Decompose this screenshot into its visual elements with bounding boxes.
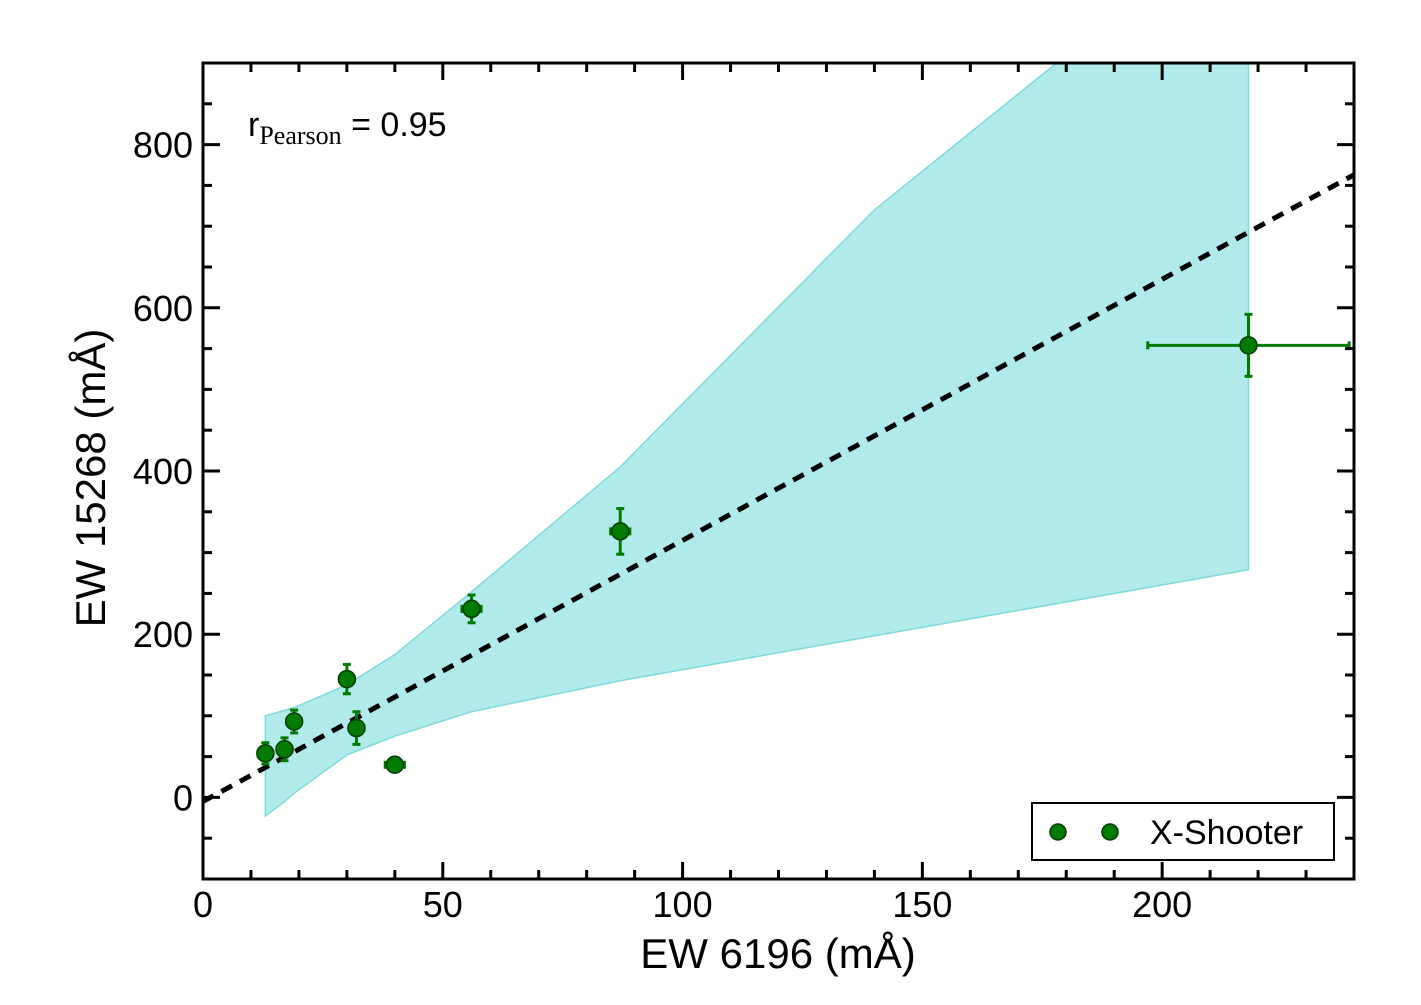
annotation-value: = 0.95 bbox=[342, 106, 447, 144]
x-tick-label: 150 bbox=[892, 884, 952, 925]
y-tick-label: 800 bbox=[133, 125, 193, 166]
y-tick-label: 600 bbox=[133, 288, 193, 329]
data-point bbox=[275, 740, 294, 759]
annotation-subscript: Pearson bbox=[259, 121, 341, 150]
x-tick-label: 50 bbox=[423, 884, 463, 925]
legend: X-Shooter bbox=[1031, 802, 1335, 861]
y-tick-label: 0 bbox=[173, 777, 193, 818]
x-tick-label: 0 bbox=[193, 884, 213, 925]
confidence-band bbox=[264, 63, 1250, 818]
fit-line bbox=[203, 172, 1354, 804]
plot-frame bbox=[201, 61, 1356, 881]
legend-marker bbox=[1049, 823, 1067, 841]
annotation-symbol: r bbox=[248, 106, 259, 144]
y-tick-label: 400 bbox=[133, 451, 193, 492]
pearson-annotation: rPearson = 0.95 bbox=[248, 106, 447, 150]
data-point bbox=[385, 755, 405, 775]
data-point bbox=[256, 744, 275, 763]
data-point bbox=[1239, 336, 1258, 355]
x-axis-title: EW 6196 (mÅ) bbox=[640, 930, 915, 977]
legend-box bbox=[1031, 802, 1335, 861]
legend-marker bbox=[1101, 823, 1119, 841]
y-tick-label: 200 bbox=[133, 614, 193, 655]
y-axis-title: EW 15268 (mÅ) bbox=[67, 329, 114, 628]
data-point bbox=[610, 522, 630, 541]
data-point bbox=[337, 669, 357, 689]
data-point bbox=[462, 599, 481, 619]
data-point bbox=[347, 718, 366, 738]
legend-label: X-Shooter bbox=[1150, 814, 1303, 852]
data-point bbox=[284, 712, 304, 731]
x-tick-label: 100 bbox=[653, 884, 713, 925]
x-tick-label: 200 bbox=[1132, 884, 1192, 925]
